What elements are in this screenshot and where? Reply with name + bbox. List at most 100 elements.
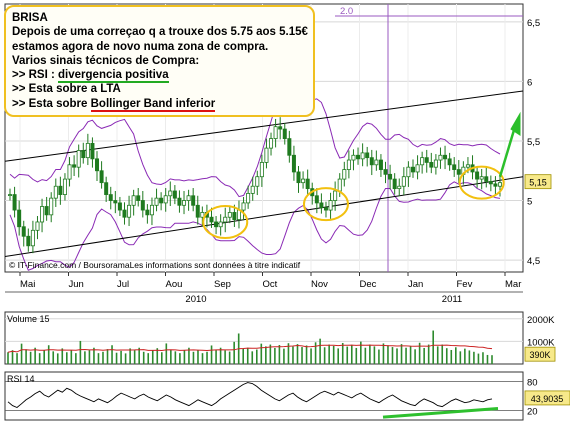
bullet-bollinger-highlight: Bollinger Band inferior bbox=[90, 97, 216, 112]
candle-body bbox=[95, 158, 100, 172]
rsi-last-label: 43,9035 bbox=[531, 394, 564, 404]
month-label: Dec bbox=[360, 279, 377, 290]
candle-body bbox=[433, 159, 438, 168]
candle-body bbox=[424, 157, 429, 163]
candle-body bbox=[214, 221, 219, 228]
rsi-tick-label: 20 bbox=[527, 406, 538, 417]
candle-body bbox=[369, 157, 374, 166]
candle-body bbox=[7, 194, 12, 196]
candle-body bbox=[145, 209, 150, 216]
candle-body bbox=[301, 178, 306, 184]
candle-body bbox=[392, 178, 397, 190]
rsi-panel-title: RSI 14 bbox=[7, 374, 35, 384]
month-label: Jul bbox=[117, 279, 129, 290]
rsi-panel-frame bbox=[4, 371, 524, 421]
bullet-rsi-highlight: divergencia positiva bbox=[58, 69, 169, 84]
candle-body bbox=[227, 212, 232, 218]
candle-body bbox=[360, 152, 365, 160]
candle-body bbox=[250, 185, 255, 194]
candle-body bbox=[99, 170, 104, 184]
candle-body bbox=[383, 169, 388, 175]
candle-body bbox=[186, 195, 191, 201]
candle-body bbox=[113, 200, 118, 204]
support-trendline-lta bbox=[4, 176, 524, 258]
bullet-bollinger-prefix: >> Esta sobre bbox=[12, 97, 91, 110]
month-label: Nov bbox=[311, 279, 328, 290]
month-label: Aou bbox=[166, 279, 183, 290]
candle-body bbox=[328, 200, 333, 211]
candle-body bbox=[319, 202, 324, 209]
candle-body bbox=[456, 169, 461, 175]
candle-body bbox=[58, 185, 63, 195]
annotation-bullet-lta: >> Esta sobre a LTA bbox=[12, 83, 121, 96]
highlight-circle-november bbox=[302, 187, 349, 222]
candle-body bbox=[388, 173, 393, 180]
candle-body bbox=[410, 166, 415, 173]
candle-body bbox=[81, 150, 86, 159]
candle-body bbox=[26, 235, 31, 247]
candle-body bbox=[346, 159, 351, 170]
volume-average-line bbox=[7, 344, 493, 353]
candle-body bbox=[149, 204, 154, 216]
candle-body bbox=[85, 142, 90, 159]
candle-body bbox=[351, 154, 356, 161]
candle-body bbox=[420, 157, 425, 166]
rsi-line bbox=[7, 382, 493, 409]
month-label: Mai bbox=[20, 279, 35, 290]
candle-body bbox=[195, 204, 200, 218]
candle-body bbox=[401, 176, 406, 187]
rsi-last-box bbox=[524, 390, 570, 406]
candle-body bbox=[255, 176, 260, 187]
candle-body bbox=[72, 164, 77, 168]
candle-body bbox=[122, 209, 127, 218]
candle-body bbox=[90, 142, 95, 160]
candle-body bbox=[282, 128, 287, 139]
candle-body bbox=[305, 178, 310, 190]
candle-body bbox=[35, 221, 40, 231]
candle-body bbox=[44, 206, 49, 216]
candle-body bbox=[182, 200, 187, 206]
volume-panel-frame bbox=[4, 311, 524, 365]
candle-body bbox=[493, 183, 498, 187]
candle-body bbox=[177, 197, 182, 206]
bullet-rsi-prefix: >> RSI : bbox=[12, 69, 59, 82]
candle-body bbox=[191, 195, 196, 206]
candle-body bbox=[168, 190, 173, 197]
annotation-line-3: Varios sinais técnicos de Compra: bbox=[12, 54, 200, 67]
month-label: Oct bbox=[263, 279, 278, 290]
price-tick-label: 6,5 bbox=[527, 18, 540, 29]
volume-last-label: 390K bbox=[529, 350, 550, 360]
candle-body bbox=[429, 162, 434, 168]
candle-body bbox=[163, 195, 168, 204]
volume-tick-label: 2000K bbox=[527, 315, 555, 326]
upward-arrow-head bbox=[510, 111, 521, 136]
candle-body bbox=[104, 182, 109, 195]
annotation-title: BRISA bbox=[12, 12, 48, 24]
candle-body bbox=[62, 178, 67, 195]
candle-body bbox=[108, 194, 113, 201]
candle-body bbox=[49, 197, 54, 216]
candle-body bbox=[484, 176, 489, 182]
candle-body bbox=[140, 200, 145, 211]
candle-body bbox=[278, 126, 283, 130]
volume-last-box bbox=[524, 346, 556, 362]
candle-body bbox=[264, 147, 269, 163]
candle-body bbox=[452, 164, 457, 170]
candle-body bbox=[365, 152, 370, 159]
volume-tick-label: 1000K bbox=[527, 337, 555, 348]
highlight-circle-september bbox=[202, 204, 249, 239]
annotation-line-1: Depois de uma correçao q a trouxe dos 5.… bbox=[12, 26, 308, 39]
candle-body bbox=[218, 221, 223, 228]
candle-body bbox=[438, 154, 443, 161]
candle-body bbox=[117, 202, 122, 211]
candle-body bbox=[415, 164, 420, 173]
month-label: Sep bbox=[214, 279, 231, 290]
month-label: Jan bbox=[408, 279, 423, 290]
volume-panel-title: Volume 15 bbox=[7, 314, 50, 324]
candle-body bbox=[200, 212, 205, 218]
candle-body bbox=[296, 171, 301, 184]
candle-body bbox=[131, 195, 136, 206]
candle-body bbox=[314, 195, 319, 204]
candle-body bbox=[374, 159, 379, 166]
